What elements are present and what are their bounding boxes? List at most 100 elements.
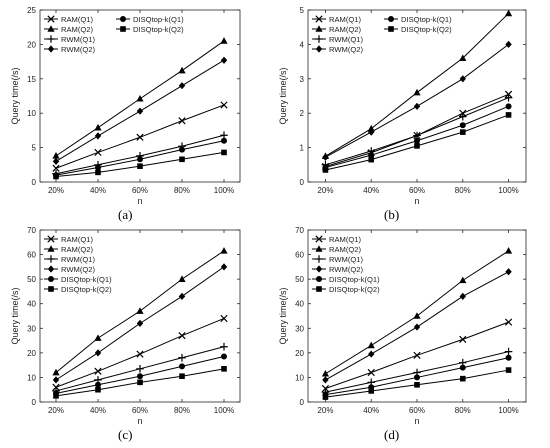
data-point bbox=[368, 350, 375, 358]
data-point bbox=[459, 276, 467, 284]
legend-marker bbox=[315, 45, 323, 53]
data-point bbox=[459, 292, 466, 300]
chart-panel-b: 0 1 2 3 4 5 20% 40% 60% 80% 100% n Query time(/s) RAM… bbox=[278, 6, 527, 206]
y-tick-label: 10 bbox=[27, 109, 36, 118]
data-point bbox=[178, 275, 186, 282]
data-point bbox=[95, 164, 101, 171]
y-tick-label: 40 bbox=[27, 300, 36, 309]
legend-marker bbox=[315, 35, 323, 43]
x-tick-label: 100% bbox=[214, 406, 234, 415]
x-tick-label: 60% bbox=[132, 406, 148, 415]
x-tick-label: 80% bbox=[174, 186, 190, 195]
legend-marker bbox=[47, 265, 55, 273]
y-tick-label: 15 bbox=[27, 75, 36, 84]
data-point bbox=[367, 341, 375, 349]
x-axis-label: n bbox=[137, 196, 142, 206]
y-tick-label: 70 bbox=[295, 226, 304, 235]
legend-marker bbox=[47, 235, 55, 243]
data-point bbox=[178, 332, 186, 340]
data-point bbox=[504, 93, 513, 102]
legend-marker bbox=[315, 245, 323, 252]
legend-marker bbox=[47, 25, 55, 32]
data-point bbox=[94, 148, 102, 157]
data-point bbox=[505, 367, 512, 373]
data-point bbox=[178, 353, 186, 362]
legend-marker bbox=[315, 25, 323, 32]
legend-marker bbox=[48, 286, 54, 292]
y-tick-label: 30 bbox=[295, 324, 304, 333]
data-point bbox=[368, 388, 375, 394]
data-point bbox=[505, 268, 512, 276]
legend-entry: RWM(Q1) bbox=[61, 255, 95, 264]
legend-marker bbox=[388, 16, 394, 22]
data-point bbox=[178, 117, 186, 125]
data-point bbox=[137, 379, 143, 386]
x-tick-label: 40% bbox=[363, 406, 379, 415]
y-tick-label: 40 bbox=[295, 300, 304, 309]
legend-entry: DISQtop-k(Q2) bbox=[329, 285, 380, 294]
x-tick-label: 100% bbox=[498, 406, 518, 415]
data-point bbox=[413, 102, 421, 110]
data-point bbox=[136, 94, 144, 102]
legend-entry: RWM(Q1) bbox=[329, 255, 363, 264]
y-tick-label: 70 bbox=[27, 226, 36, 235]
y-axis-label: Query time(/s) bbox=[10, 67, 20, 124]
legend-marker bbox=[47, 35, 55, 43]
x-tick-label: 80% bbox=[455, 186, 471, 195]
y-tick-label: 3 bbox=[300, 75, 305, 84]
y-tick-label: 2 bbox=[300, 109, 305, 118]
x-tick-label: 60% bbox=[409, 406, 425, 415]
data-point bbox=[52, 164, 60, 172]
legend-marker bbox=[315, 15, 323, 23]
legend-entry: RAM(Q1) bbox=[61, 235, 94, 244]
y-tick-label: 0 bbox=[32, 178, 37, 187]
data-point bbox=[178, 82, 186, 90]
data-point bbox=[459, 122, 466, 129]
data-point bbox=[95, 386, 101, 393]
data-point bbox=[367, 368, 375, 377]
data-point bbox=[459, 364, 466, 371]
legend-marker bbox=[315, 265, 323, 273]
data-point bbox=[220, 342, 228, 351]
y-tick-label: 10 bbox=[295, 373, 304, 382]
y-tick-label: 20 bbox=[295, 349, 304, 358]
legend-marker bbox=[120, 26, 126, 32]
y-tick-label: 50 bbox=[295, 275, 304, 284]
data-point bbox=[52, 152, 60, 159]
legend-marker bbox=[47, 15, 55, 23]
data-point bbox=[505, 103, 512, 110]
panel-label-d: (d) bbox=[384, 427, 400, 442]
data-point bbox=[178, 292, 186, 300]
data-point bbox=[414, 143, 420, 149]
data-point bbox=[322, 394, 329, 400]
y-tick-label: 30 bbox=[27, 324, 36, 333]
legend-marker bbox=[316, 286, 322, 292]
data-point bbox=[459, 75, 466, 83]
data-point bbox=[53, 393, 59, 399]
y-tick-label: 5 bbox=[32, 144, 37, 153]
legend-entry: RWM(Q1) bbox=[329, 35, 363, 44]
panel-label-a: (a) bbox=[118, 207, 133, 222]
y-tick-label: 20 bbox=[27, 40, 36, 49]
data-point bbox=[52, 376, 60, 384]
data-point bbox=[94, 334, 102, 341]
legend-entry: DISQtop-k(Q2) bbox=[133, 25, 184, 34]
legend-entry: DISQtop-k(Q2) bbox=[61, 285, 112, 294]
y-tick-label: 10 bbox=[27, 373, 36, 382]
data-point bbox=[459, 375, 466, 382]
data-point bbox=[137, 156, 143, 163]
data-point bbox=[368, 156, 375, 163]
legend-entry: DISQtop-k(Q1) bbox=[61, 275, 112, 284]
data-point bbox=[221, 137, 227, 144]
legend-marker bbox=[47, 45, 55, 53]
data-point bbox=[459, 335, 467, 343]
x-tick-label: 60% bbox=[409, 186, 425, 195]
data-point bbox=[220, 263, 228, 271]
chart-panel-d: 0 10 20 30 40 50 60 70 20% 40% 60% 80% 100% n Query ti… bbox=[278, 226, 527, 426]
data-point bbox=[367, 124, 375, 132]
data-point bbox=[368, 152, 375, 159]
y-tick-label: 1 bbox=[300, 144, 305, 153]
data-point bbox=[504, 9, 513, 17]
data-point bbox=[52, 157, 60, 165]
